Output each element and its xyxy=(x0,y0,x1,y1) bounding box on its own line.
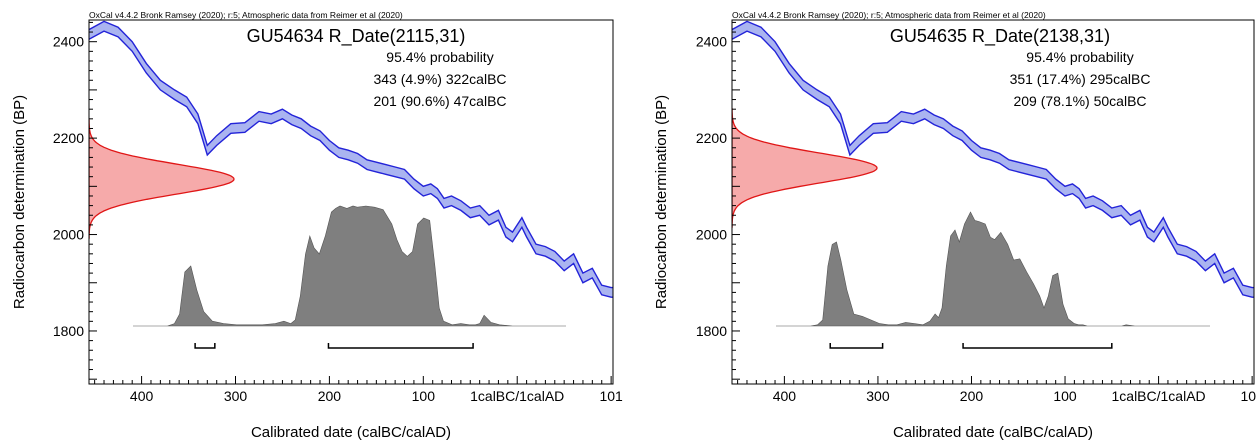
y-tick-label: 2200 xyxy=(696,130,727,146)
hpd-range-1 xyxy=(829,343,884,349)
y-tick-label: 1800 xyxy=(696,323,727,339)
calibration-curve-band xyxy=(89,21,613,298)
probability-annotation: 343 (4.9%) 322calBC xyxy=(373,71,506,87)
calibration-curve-band xyxy=(732,21,1254,298)
plot-frame xyxy=(88,19,614,385)
plot-area xyxy=(89,20,613,327)
x-tick-label: 400 xyxy=(773,388,797,404)
x-tick-label: 101 xyxy=(1240,388,1256,404)
y-tick-label: 1800 xyxy=(53,323,84,339)
posterior-distribution xyxy=(133,205,566,327)
chart-header: OxCal v4.4.2 Bronk Ramsey (2020); r:5; A… xyxy=(89,10,403,20)
x-tick-label: 300 xyxy=(866,388,890,404)
calibration-curve-upper xyxy=(732,20,1254,289)
x-tick-label: 400 xyxy=(130,388,154,404)
chart-header: OxCal v4.4.2 Bronk Ramsey (2020); r:5; A… xyxy=(732,10,1046,20)
y-tick-label: 2400 xyxy=(53,34,84,50)
x-axis-label: Calibrated date (calBC/calAD) xyxy=(893,424,1093,441)
chart-title: GU54634 R_Date(2115,31) xyxy=(247,26,466,47)
hpd-range-1 xyxy=(194,343,216,349)
probability-annotation: 351 (17.4%) 295calBC xyxy=(1010,71,1151,87)
hpd-range-2 xyxy=(327,343,474,349)
y-tick-label: 2000 xyxy=(696,227,727,243)
x-tick-label: 200 xyxy=(960,388,984,404)
hpd-range-2 xyxy=(962,343,1113,349)
x-axis-label: Calibrated date (calBC/calAD) xyxy=(251,424,451,441)
calibration-curve-lower xyxy=(732,30,1254,298)
x-tick-label: 100 xyxy=(1053,388,1077,404)
chart-title: GU54635 R_Date(2138,31) xyxy=(890,26,1110,47)
probability-annotation: 95.4% probability xyxy=(386,49,493,65)
x-tick-label: 1calBC/1calAD xyxy=(470,388,564,404)
y-axis-label: Radiocarbon determination (BP) xyxy=(653,95,670,309)
plot-frame xyxy=(731,19,1255,385)
radiocarbon-likelihood xyxy=(89,119,235,239)
probability-annotation: 209 (78.1%) 50calBC xyxy=(1013,93,1146,109)
y-tick-label: 2400 xyxy=(696,34,727,50)
y-tick-label: 2200 xyxy=(53,130,84,146)
probability-annotation: 201 (90.6%) 47calBC xyxy=(373,93,506,109)
x-tick-label: 300 xyxy=(224,388,248,404)
y-tick-label: 2000 xyxy=(53,227,84,243)
posterior-distribution xyxy=(776,211,1210,327)
calibration-curve-upper xyxy=(89,20,613,289)
x-tick-label: 200 xyxy=(318,388,342,404)
x-tick-label: 100 xyxy=(412,388,436,404)
x-tick-label: 101 xyxy=(599,388,623,404)
x-tick-label: 1calBC/1calAD xyxy=(1112,388,1206,404)
chart-panel-2: OxCal v4.4.2 Bronk Ramsey (2020); r:5; A… xyxy=(653,10,1256,441)
probability-annotation: 95.4% probability xyxy=(1026,49,1133,65)
chart-panel-1: OxCal v4.4.2 Bronk Ramsey (2020); r:5; A… xyxy=(11,10,623,441)
plot-area xyxy=(732,20,1254,327)
radiocarbon-likelihood xyxy=(732,108,878,228)
y-axis-label: Radiocarbon determination (BP) xyxy=(11,95,28,309)
calibration-curve-lower xyxy=(89,30,613,298)
